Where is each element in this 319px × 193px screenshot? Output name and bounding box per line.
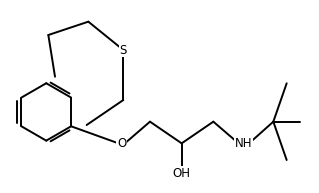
Text: OH: OH: [173, 167, 191, 180]
Text: S: S: [120, 43, 127, 57]
Text: O: O: [117, 137, 126, 150]
Text: NH: NH: [234, 137, 252, 150]
